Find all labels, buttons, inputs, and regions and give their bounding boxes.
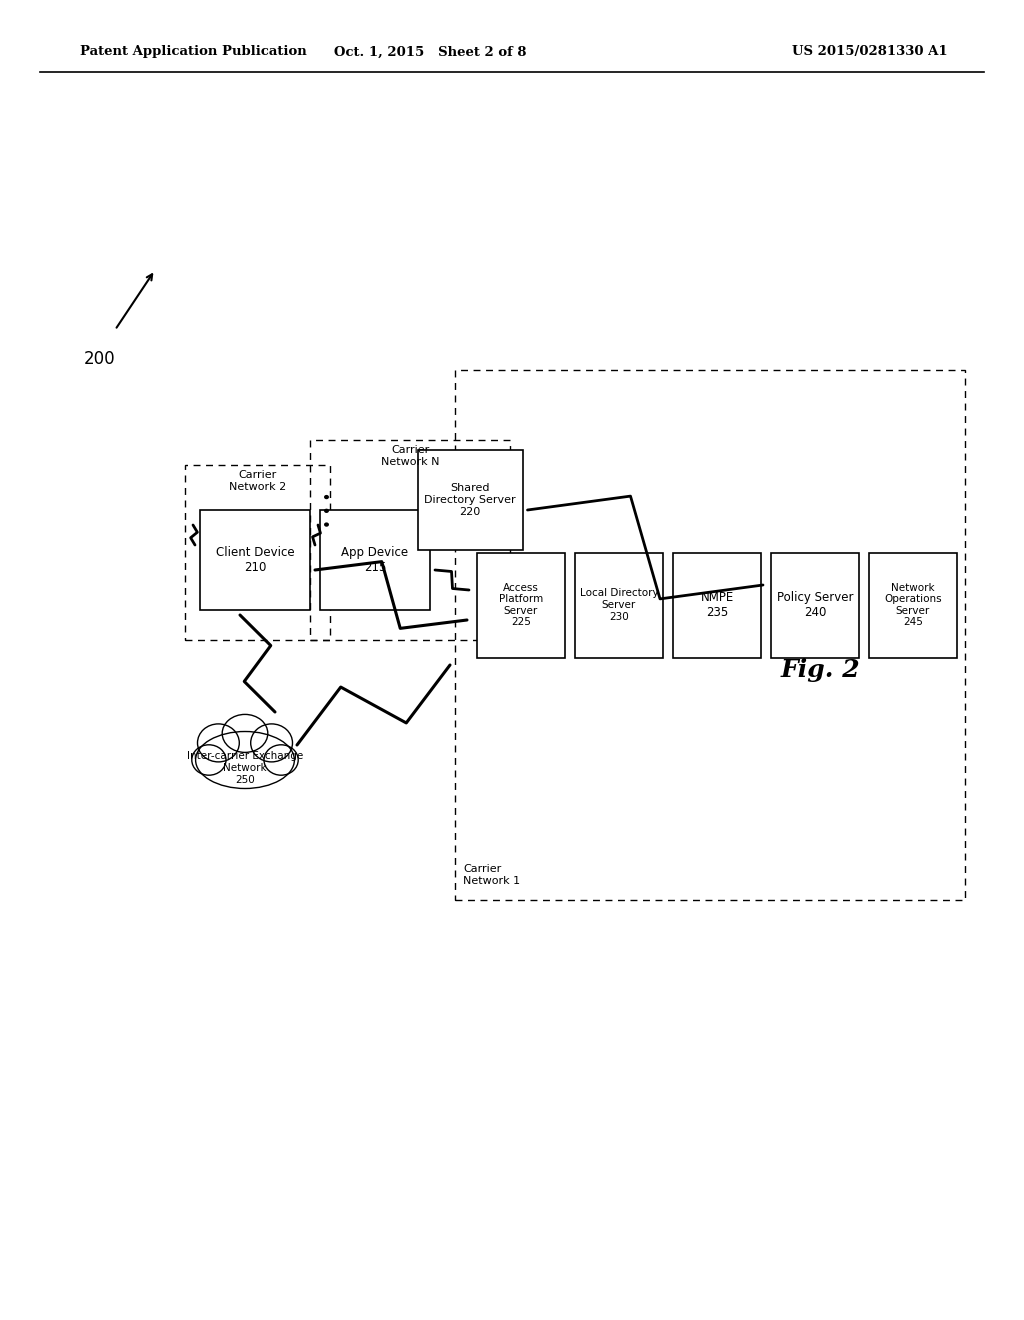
Text: Shared
Directory Server
220: Shared Directory Server 220 [424,483,516,516]
Text: Access
Platform
Server
225: Access Platform Server 225 [499,582,543,627]
Ellipse shape [264,744,298,775]
Bar [418,450,522,550]
Bar [455,370,965,900]
Bar [575,553,663,657]
Text: Oct. 1, 2015   Sheet 2 of 8: Oct. 1, 2015 Sheet 2 of 8 [334,45,526,58]
Bar [477,553,565,657]
Text: NMPE
235: NMPE 235 [700,591,733,619]
Ellipse shape [198,723,240,762]
Bar [200,510,310,610]
Text: Carrier
Network N: Carrier Network N [381,445,439,466]
Text: Carrier
Network 2: Carrier Network 2 [229,470,286,491]
Text: US 2015/0281330 A1: US 2015/0281330 A1 [793,45,948,58]
Bar [310,440,510,640]
Text: Fig. 2: Fig. 2 [780,657,860,682]
Text: Client Device
210: Client Device 210 [216,546,294,574]
Ellipse shape [222,714,268,752]
Ellipse shape [191,744,226,775]
Ellipse shape [251,723,293,762]
Bar [185,465,330,640]
Text: Network
Operations
Server
245: Network Operations Server 245 [884,582,942,627]
Text: Carrier
Network 1: Carrier Network 1 [463,865,520,886]
Text: Patent Application Publication: Patent Application Publication [80,45,307,58]
Bar [319,510,430,610]
Text: Policy Server
240: Policy Server 240 [777,591,853,619]
Bar [771,553,859,657]
Text: Local Directory
Server
230: Local Directory Server 230 [580,589,658,622]
Text: App Device
215: App Device 215 [341,546,409,574]
Text: • • •: • • • [323,492,338,528]
Text: 200: 200 [84,350,116,368]
Bar [673,553,761,657]
Text: Inter-carrier Exchange
Network
250: Inter-carrier Exchange Network 250 [186,751,303,784]
Bar [869,553,957,657]
Ellipse shape [196,731,295,788]
